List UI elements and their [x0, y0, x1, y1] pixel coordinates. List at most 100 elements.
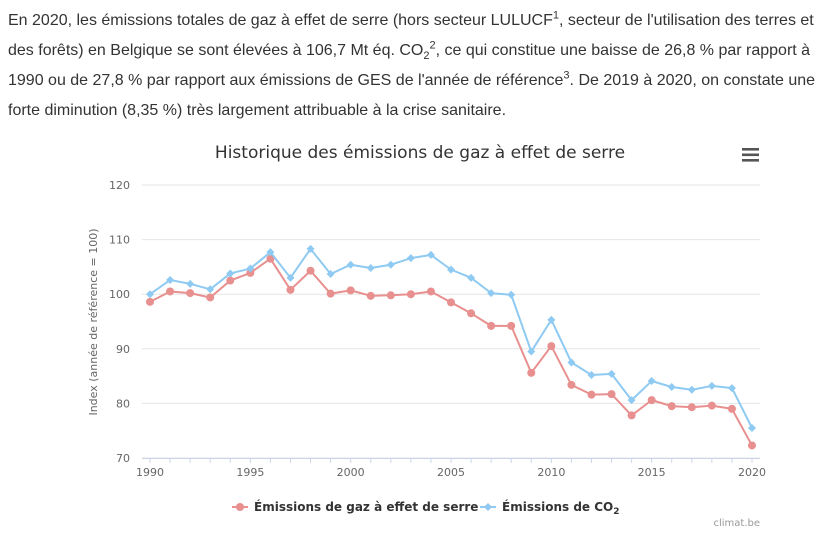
co2-subscript: 2	[423, 50, 430, 63]
series-ghg-point[interactable]	[487, 321, 496, 330]
series-co2-point[interactable]	[206, 285, 215, 294]
series-co2-point[interactable]	[527, 347, 536, 356]
series-co2-point[interactable]	[547, 315, 556, 324]
series-co2-point[interactable]	[406, 254, 415, 263]
series-co2-point[interactable]	[687, 385, 696, 394]
series-ghg-point[interactable]	[286, 285, 295, 294]
x-tick-label: 2015	[638, 466, 666, 479]
x-tick-label: 2010	[537, 466, 565, 479]
series-ghg-point[interactable]	[667, 402, 676, 411]
y-tick-label: 110	[109, 234, 130, 247]
series-ghg-point[interactable]	[527, 368, 536, 377]
series-co2-point[interactable]	[286, 273, 295, 282]
series-ghg-point[interactable]	[366, 291, 375, 300]
series-ghg-point[interactable]	[567, 380, 576, 389]
series-co2-point[interactable]	[386, 260, 395, 269]
series-co2-point[interactable]	[467, 273, 476, 282]
series-ghg-point[interactable]	[447, 298, 455, 307]
intro-text-4: . De 2019 à 2020, on constate une forte …	[8, 72, 816, 119]
series-ghg-point[interactable]	[186, 289, 195, 298]
y-tick-label: 70	[116, 452, 130, 465]
series-ghg-point[interactable]	[607, 390, 616, 399]
series-ghg-point[interactable]	[386, 291, 395, 300]
series-ghg-line	[149, 257, 753, 446]
series-ghg-point[interactable]	[707, 401, 716, 410]
series-co2-point[interactable]	[667, 383, 676, 392]
y-axis-label: Index (année de référence = 100)	[87, 228, 100, 415]
series-co2-point[interactable]	[306, 244, 315, 253]
legend: Émissions de gaz à effet de serre Émissi…	[232, 499, 620, 517]
series-co2-point[interactable]	[647, 377, 656, 386]
intro-text-3: , ce qui constitue une baisse de 26,8 % …	[8, 42, 811, 89]
legend-label-co2-subscript: 2	[613, 507, 619, 517]
legend-item-co2[interactable]: Émissions de CO2	[480, 499, 620, 517]
series-co2-point[interactable]	[146, 290, 154, 299]
footnote-ref-2[interactable]: 2	[429, 39, 436, 52]
series-co2-point[interactable]	[426, 250, 435, 259]
series-ghg-point[interactable]	[426, 287, 435, 296]
series-ghg-point[interactable]	[246, 268, 255, 277]
series-ghg-point[interactable]	[587, 390, 596, 399]
series-group[interactable]	[146, 244, 756, 450]
chart-title: Historique des émissions de gaz à effet …	[215, 143, 625, 163]
series-ghg-point[interactable]	[346, 286, 355, 295]
series-ghg-point[interactable]	[507, 321, 516, 330]
series-co2-point[interactable]	[727, 384, 736, 393]
footnote-ref-1[interactable]: 1	[552, 9, 559, 22]
y-axis-tick-labels: 70 80 90 100 110 120	[109, 179, 130, 465]
series-co2-point[interactable]	[607, 369, 616, 378]
series-co2[interactable]	[146, 244, 756, 432]
series-ghg-point[interactable]	[206, 293, 215, 302]
series-ghg-point[interactable]	[326, 289, 335, 298]
series-ghg-point[interactable]	[146, 297, 154, 306]
footnote-ref-3[interactable]: 3	[563, 69, 570, 82]
x-tick-label: 2020	[738, 466, 766, 479]
series-ghg-point[interactable]	[647, 396, 656, 405]
y-tick-label: 90	[116, 343, 130, 356]
series-co2-point[interactable]	[166, 276, 175, 285]
series-co2-point[interactable]	[447, 265, 455, 274]
series-ghg-point[interactable]	[406, 290, 415, 299]
series-ghg-point[interactable]	[687, 403, 696, 412]
series-co2-point[interactable]	[487, 289, 496, 298]
gridlines	[142, 184, 760, 459]
series-co2-point[interactable]	[567, 358, 576, 367]
series-ghg-point[interactable]	[226, 276, 235, 285]
x-axis: 1990 1995 2000 2005 2010 2015 2020	[136, 458, 766, 479]
credit-link[interactable]: climat.be	[713, 518, 760, 529]
series-ghg-point[interactable]	[306, 266, 315, 275]
series-co2-point[interactable]	[587, 371, 596, 380]
series-ghg-point[interactable]	[748, 441, 756, 450]
series-co2-point[interactable]	[507, 290, 516, 299]
intro-text-2: , secteur de l'utilisation des terres et…	[8, 12, 814, 59]
x-tick-label: 1995	[236, 466, 264, 479]
y-tick-label: 120	[109, 179, 130, 192]
series-ghg-point[interactable]	[467, 309, 476, 318]
series-ghg-point[interactable]	[547, 342, 556, 351]
series-co2-point[interactable]	[627, 396, 636, 405]
hamburger-icon	[742, 148, 759, 162]
series-ghg-point[interactable]	[166, 287, 175, 296]
x-tick-label: 2005	[437, 466, 465, 479]
series-co2-point[interactable]	[326, 269, 335, 278]
emissions-line-chart: 70 80 90 100 110 120 1990 1995 2000 2005 2010 2015…	[87, 143, 766, 529]
chart-container: 70 80 90 100 110 120 1990 1995 2000 2005 2010 2015…	[0, 128, 834, 547]
series-co2-point[interactable]	[748, 423, 756, 432]
series-co2-point[interactable]	[226, 269, 235, 278]
series-co2-point[interactable]	[246, 264, 255, 273]
x-tick-label: 1990	[136, 466, 164, 479]
series-co2-point[interactable]	[707, 381, 716, 390]
series-ghg[interactable]	[146, 254, 756, 450]
series-ghg-point[interactable]	[266, 254, 275, 263]
legend-item-ghg[interactable]: Émissions de gaz à effet de serre	[232, 499, 478, 514]
series-co2-point[interactable]	[186, 279, 195, 288]
x-tick-label: 2000	[337, 466, 365, 479]
series-co2-point[interactable]	[366, 263, 375, 272]
series-ghg-point[interactable]	[727, 404, 736, 413]
series-co2-point[interactable]	[346, 260, 355, 269]
legend-label-ghg: Émissions de gaz à effet de serre	[254, 499, 478, 514]
chart-menu-button[interactable]	[736, 144, 764, 166]
series-ghg-point[interactable]	[627, 411, 636, 420]
intro-text-1: En 2020, les émissions totales de gaz à …	[8, 12, 553, 29]
y-tick-label: 100	[109, 288, 130, 301]
